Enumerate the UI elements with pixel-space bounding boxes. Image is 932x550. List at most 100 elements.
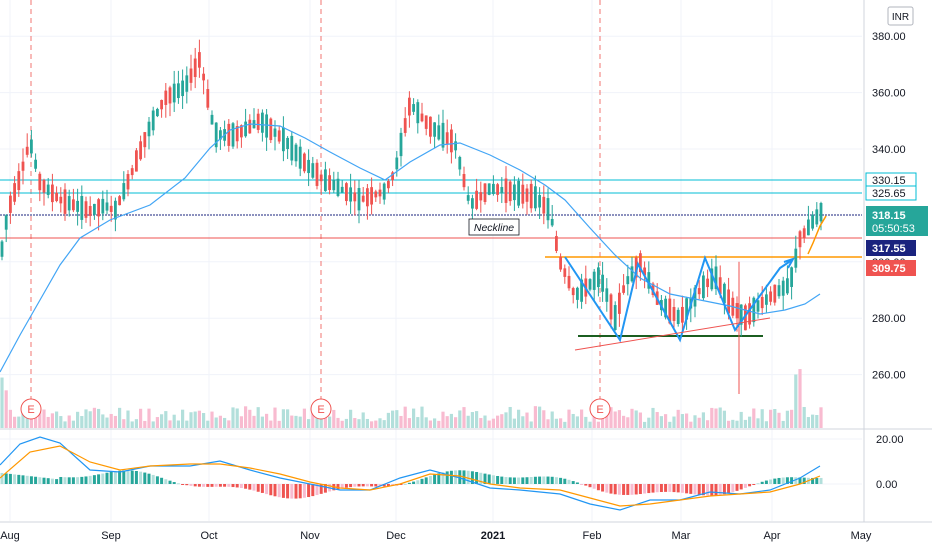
macd-histogram-bar (479, 472, 483, 484)
candle-body (42, 179, 46, 193)
pattern-arrow-head (783, 257, 796, 269)
macd-histogram-bar (265, 484, 269, 495)
macd-histogram-bar (538, 476, 542, 484)
candle-body (538, 195, 541, 208)
volume-bar (680, 414, 684, 428)
candle-body (525, 188, 529, 202)
candle-body (34, 159, 37, 169)
candle-body (429, 116, 432, 137)
candle-body (466, 195, 470, 201)
macd-histogram-bar (815, 478, 819, 484)
volume-bar (512, 418, 516, 428)
candle-body (752, 297, 756, 323)
candle-body (475, 190, 478, 209)
candle-body (248, 119, 252, 134)
macd-histogram-bar (512, 477, 516, 484)
macd-histogram-bar (139, 471, 143, 484)
macd-histogram-bar (8, 473, 12, 484)
macd-histogram-bar (55, 479, 59, 484)
candle-body (811, 214, 814, 229)
volume-bar (449, 413, 453, 428)
candle-body (798, 231, 802, 248)
volume-bar (231, 407, 235, 428)
volume-bar (802, 407, 806, 428)
volume-bar (122, 419, 126, 428)
macd-histogram-bar (802, 477, 806, 484)
volume-bar (386, 412, 390, 428)
candle-body (336, 178, 340, 196)
macd-histogram-bar (617, 484, 621, 495)
volume-bar (491, 418, 495, 428)
candle-body (760, 296, 764, 309)
candle-body (143, 132, 147, 148)
candle-body (332, 179, 336, 191)
macd-histogram-bar (710, 484, 714, 496)
candle-body (597, 267, 600, 288)
volume-bar (252, 415, 256, 428)
volume-bar (378, 418, 382, 428)
time-tick-label: Feb (583, 530, 602, 542)
macd-histogram-bar (340, 484, 344, 489)
candle-body (576, 287, 579, 300)
candle-body (399, 132, 403, 157)
volume-bar (567, 409, 571, 428)
volume-bar (571, 413, 575, 428)
currency-box[interactable] (887, 6, 914, 26)
volume-bar (248, 409, 252, 428)
volume-bar (109, 413, 113, 428)
volume-bar (206, 420, 210, 428)
volume-bar (689, 421, 693, 428)
volume-bar (294, 415, 298, 428)
volume-bar (424, 417, 428, 428)
macd-histogram-bar (634, 484, 638, 495)
price-badge-box (866, 260, 916, 276)
macd-histogram-bar (584, 484, 588, 486)
candle-body (227, 123, 231, 146)
candle-body (739, 304, 743, 325)
candle-body (160, 99, 163, 110)
macd-histogram-bar (34, 476, 38, 484)
volume-bar (407, 418, 411, 428)
candle-body (118, 196, 121, 206)
volume-bar (323, 410, 327, 428)
volume-bar (559, 418, 563, 428)
candle-body (685, 298, 688, 320)
volume-bar (185, 420, 189, 428)
volume-bar (67, 415, 71, 428)
macd-histogram-bar (164, 479, 168, 484)
candle-body (38, 173, 42, 191)
candle-body (101, 198, 105, 214)
macd-histogram-bar (605, 484, 609, 493)
neckline-annotation[interactable]: Neckline (468, 218, 520, 236)
candle-body (710, 268, 714, 290)
volume-bar (197, 410, 201, 428)
candle-body (815, 209, 819, 225)
candle-body (59, 196, 63, 204)
candle-body (319, 174, 323, 182)
macd-histogram-bar (25, 475, 29, 484)
candle-body (219, 130, 222, 140)
candle-body (668, 298, 672, 324)
macd-histogram-bar (651, 484, 655, 493)
volume-bar (798, 369, 802, 428)
candle-body (109, 205, 113, 212)
macd-histogram-bar (17, 474, 21, 484)
macd-histogram-bar (260, 484, 264, 493)
macd-histogram-bar (59, 476, 63, 484)
volume-bar (433, 418, 437, 428)
volume-bar (790, 409, 794, 428)
macd-histogram-bar (281, 484, 285, 498)
macd-histogram-bar (449, 470, 453, 484)
macd-histogram-bar (290, 484, 294, 499)
candle-body (424, 115, 428, 129)
macd-histogram-bar (252, 484, 256, 491)
volume-bar (655, 412, 659, 428)
price-badge-325-65: 325.65 (865, 185, 917, 201)
macd-histogram-bar (731, 484, 735, 493)
macd-histogram-bar (50, 478, 54, 484)
macd-histogram-bar (185, 484, 189, 486)
candle-body (807, 219, 810, 236)
macd-histogram-bar (386, 484, 390, 487)
candle-body (601, 274, 604, 292)
